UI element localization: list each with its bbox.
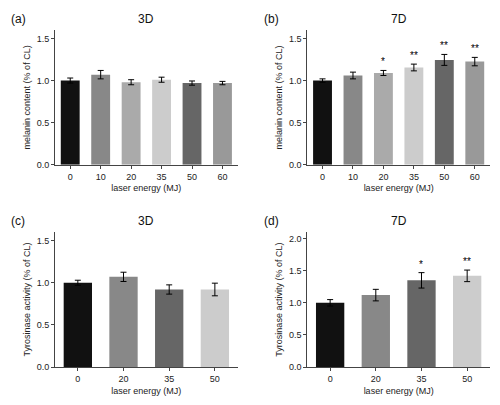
svg-text:**: **: [463, 256, 471, 267]
svg-text:20: 20: [371, 374, 381, 384]
svg-text:0.0: 0.0: [37, 362, 50, 372]
svg-text:0.5: 0.5: [37, 118, 50, 128]
svg-text:**: **: [471, 43, 479, 54]
svg-text:1.0: 1.0: [37, 278, 50, 288]
svg-text:35: 35: [164, 374, 174, 384]
svg-text:*: *: [419, 259, 423, 270]
svg-text:melanin content (% of CL): melanin content (% of CL): [22, 45, 32, 149]
svg-text:Tyrosinase activity (% of CL): Tyrosinase activity (% of CL): [274, 243, 284, 357]
svg-text:laser energy (MJ): laser energy (MJ): [364, 386, 434, 396]
svg-text:1.0: 1.0: [289, 298, 302, 308]
svg-text:7D: 7D: [391, 12, 407, 26]
svg-text:(a): (a): [11, 12, 26, 26]
svg-text:(b): (b): [264, 12, 279, 26]
svg-text:3D: 3D: [138, 12, 154, 26]
svg-text:20: 20: [119, 374, 129, 384]
svg-text:1.5: 1.5: [37, 34, 50, 44]
svg-text:0: 0: [320, 172, 325, 182]
svg-text:50: 50: [187, 172, 197, 182]
svg-text:35: 35: [416, 374, 426, 384]
svg-text:laser energy (MJ): laser energy (MJ): [364, 183, 434, 193]
svg-text:50: 50: [439, 172, 449, 182]
svg-text:2.0: 2.0: [289, 234, 302, 244]
svg-text:10: 10: [348, 172, 358, 182]
svg-text:50: 50: [462, 374, 472, 384]
svg-text:20: 20: [378, 172, 388, 182]
svg-text:**: **: [440, 40, 448, 51]
svg-text:0.0: 0.0: [289, 362, 302, 372]
svg-text:Tyrosinase activity (% of CL): Tyrosinase activity (% of CL): [22, 243, 32, 357]
svg-text:1.5: 1.5: [289, 266, 302, 276]
svg-text:1.5: 1.5: [37, 236, 50, 246]
svg-text:(d): (d): [264, 214, 279, 228]
svg-text:35: 35: [409, 172, 419, 182]
svg-text:60: 60: [470, 172, 480, 182]
svg-text:0: 0: [75, 374, 80, 384]
svg-text:0.0: 0.0: [37, 160, 50, 170]
svg-text:0: 0: [68, 172, 73, 182]
svg-text:1.5: 1.5: [289, 34, 302, 44]
svg-text:0.5: 0.5: [289, 330, 302, 340]
svg-text:0.5: 0.5: [289, 118, 302, 128]
svg-text:7D: 7D: [391, 214, 407, 228]
svg-text:20: 20: [126, 172, 136, 182]
svg-text:laser energy (MJ): laser energy (MJ): [111, 183, 181, 193]
svg-text:3D: 3D: [138, 214, 154, 228]
svg-text:10: 10: [96, 172, 106, 182]
svg-text:melanin content (% of CL): melanin content (% of CL): [274, 45, 284, 149]
svg-text:35: 35: [157, 172, 167, 182]
svg-text:1.0: 1.0: [37, 76, 50, 86]
svg-text:laser energy (MJ): laser energy (MJ): [111, 386, 181, 396]
svg-text:(c): (c): [11, 214, 25, 228]
svg-text:0: 0: [328, 374, 333, 384]
svg-text:1.0: 1.0: [289, 76, 302, 86]
svg-text:50: 50: [210, 374, 220, 384]
svg-text:0.0: 0.0: [289, 160, 302, 170]
svg-text:60: 60: [217, 172, 227, 182]
svg-text:**: **: [410, 50, 418, 61]
svg-text:*: *: [381, 56, 385, 67]
svg-text:0.5: 0.5: [37, 320, 50, 330]
